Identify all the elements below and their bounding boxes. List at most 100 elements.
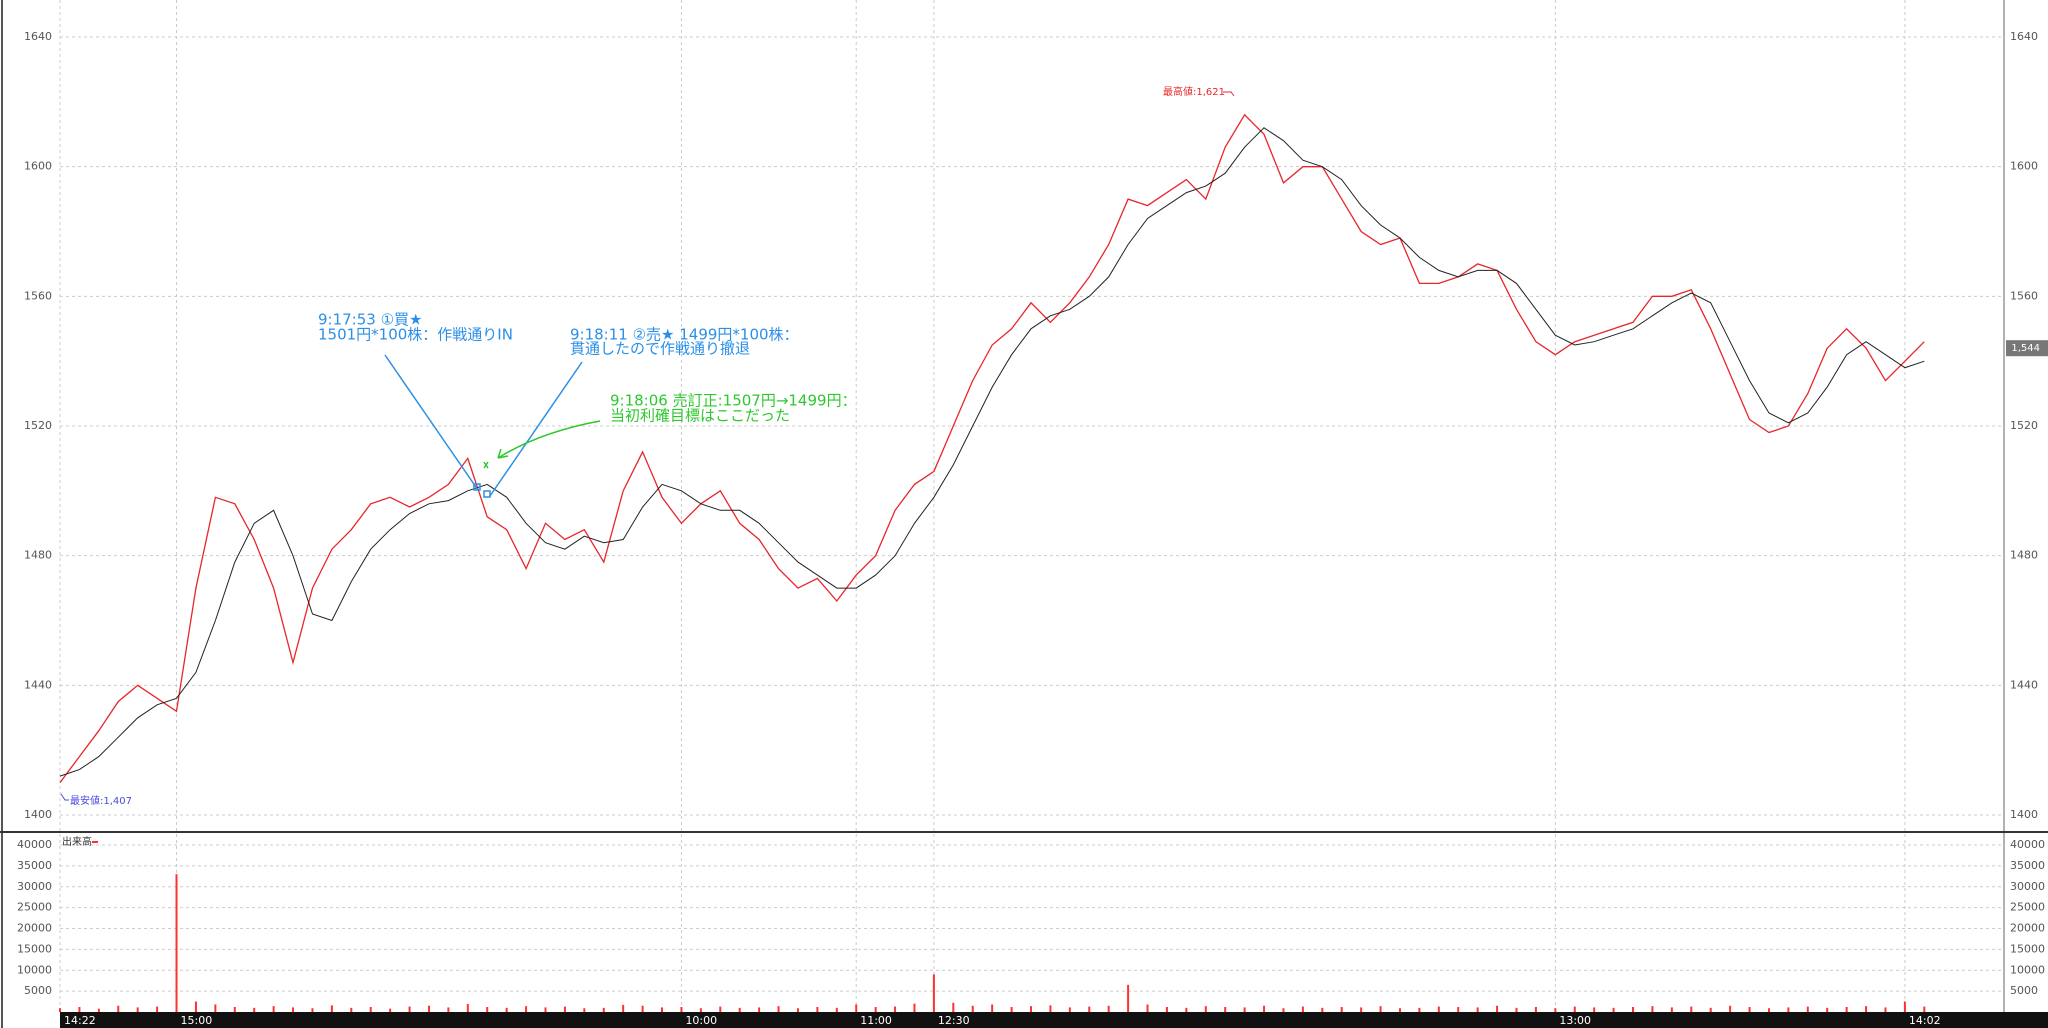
- volume-bar: [1127, 984, 1130, 1012]
- annotation-text: 9:18:11 ②売★ 1499円*100株：: [570, 326, 799, 344]
- volume-legend: 出来高: [62, 835, 92, 848]
- volume-bar: [1865, 1006, 1868, 1012]
- volume-bar: [1903, 1001, 1906, 1012]
- volume-bar: [1263, 1005, 1266, 1012]
- volume-bar: [1418, 1007, 1421, 1012]
- y-tick-label-right: 1560: [2010, 289, 2038, 302]
- y-tick-label: 25000: [17, 901, 52, 914]
- volume-bar: [796, 1008, 799, 1012]
- volume-bar: [1457, 1006, 1460, 1012]
- volume-bar: [1340, 1006, 1343, 1012]
- volume-bar: [991, 1004, 994, 1012]
- y-tick-label: 20000: [17, 922, 52, 935]
- volume-bar: [466, 1004, 469, 1012]
- volume-bar: [194, 1001, 197, 1012]
- y-tick-label: 35000: [17, 859, 52, 872]
- volume-bar: [214, 1004, 217, 1012]
- volume-bar: [330, 1005, 333, 1012]
- volume-bar: [369, 1006, 372, 1012]
- volume-bar: [777, 1006, 780, 1012]
- volume-bar: [1360, 1007, 1363, 1012]
- volume-bar: [1670, 1007, 1673, 1012]
- y-tick-label-right: 10000: [2010, 963, 2045, 976]
- volume-bar: [311, 1008, 314, 1012]
- volume-bar: [175, 874, 178, 1012]
- y-tick-label-right: 30000: [2010, 880, 2045, 893]
- volume-bar: [1787, 1007, 1790, 1012]
- volume-bar: [661, 1007, 664, 1012]
- volume-bar: [1010, 1006, 1013, 1012]
- grid: [59, 0, 2004, 1012]
- volume-bar: [1030, 1006, 1032, 1012]
- volume-bar: [447, 1007, 450, 1012]
- volume-bar: [1748, 1006, 1751, 1012]
- y-tick-label: 1480: [24, 549, 52, 562]
- y-tick-label-right: 1480: [2010, 549, 2038, 562]
- volume-bar: [699, 1008, 702, 1012]
- correction-marker: [483, 461, 489, 469]
- volume-bar: [952, 1002, 955, 1012]
- volume-bar: [505, 1007, 508, 1012]
- y-tick-label-right: 5000: [2010, 984, 2038, 997]
- volume-bar: [641, 1005, 644, 1012]
- x-axis-band: [60, 1012, 2048, 1028]
- y-tick-label: 10000: [17, 963, 52, 976]
- volume-bar: [1729, 1005, 1732, 1012]
- volume-bar: [1806, 1006, 1809, 1012]
- price-line: [59, 113, 1925, 783]
- y-tick-label: 1400: [24, 808, 52, 821]
- volume-bar: [855, 1004, 858, 1012]
- x-tick-label: 14:22: [64, 1014, 96, 1027]
- y-tick-label-right: 40000: [2010, 838, 2045, 851]
- y-tick-label-right: 15000: [2010, 942, 2045, 955]
- y-tick-label: 1640: [24, 30, 52, 43]
- volume-bar: [1224, 1006, 1227, 1012]
- annotations: 9:17:53 ①買★ 1501円*100株：作戦通りIN 9:18:11 ②売…: [318, 311, 857, 425]
- volume-bar: [1146, 1004, 1149, 1012]
- y-tick-label-right: 1440: [2010, 678, 2038, 691]
- annotation-arrow: [497, 420, 601, 459]
- y-tick-label-right: 1400: [2010, 808, 2038, 821]
- volume-bar: [292, 1007, 295, 1012]
- high-label: 最高値:1,621: [1163, 85, 1225, 98]
- volume-bar: [156, 1006, 159, 1012]
- volume-bar: [1437, 1006, 1440, 1012]
- volume-bar: [1165, 1006, 1168, 1012]
- annotation-text: 当初利確目標はここだった: [610, 407, 790, 425]
- x-tick-label: 13:00: [1559, 1014, 1591, 1027]
- volume-bar: [1690, 1006, 1693, 1012]
- volume-bar: [78, 1006, 81, 1012]
- volume-bar: [59, 1008, 61, 1012]
- annotation-line: [384, 354, 479, 491]
- volume-bar: [1651, 1006, 1654, 1012]
- high-pointer: [1223, 91, 1235, 97]
- volume-bar: [971, 1005, 974, 1012]
- x-tick-label: 12:30: [938, 1014, 970, 1027]
- volume-bar: [1612, 1007, 1615, 1012]
- volume-bar: [1379, 1006, 1382, 1012]
- y-tick-label: 40000: [17, 838, 52, 851]
- current-price-tag: [2006, 340, 2048, 357]
- y-tick-label-right: 1520: [2010, 419, 2038, 432]
- volume-bar: [816, 1006, 819, 1012]
- y-tick-label: 5000: [24, 984, 52, 997]
- volume-bar: [1398, 1008, 1401, 1012]
- volume-bar: [719, 1006, 722, 1012]
- price-line: [59, 127, 1925, 777]
- volume-bar: [680, 1006, 683, 1012]
- volume-bar: [1534, 1006, 1537, 1012]
- volume-bar: [1301, 1006, 1304, 1012]
- y-tick-label: 30000: [17, 880, 52, 893]
- volume-bar: [272, 1006, 275, 1012]
- volume-bar: [1088, 1006, 1091, 1012]
- volume-bar: [350, 1007, 353, 1012]
- volume-bar: [602, 1007, 605, 1012]
- volume-bar: [486, 1006, 489, 1012]
- volume-bar: [117, 1005, 120, 1012]
- volume-bar: [1826, 1007, 1829, 1012]
- volume-bar: [758, 1007, 761, 1012]
- volume-bar: [408, 1006, 411, 1012]
- volume-bar: [1107, 1005, 1110, 1012]
- y-tick-label: 1520: [24, 419, 52, 432]
